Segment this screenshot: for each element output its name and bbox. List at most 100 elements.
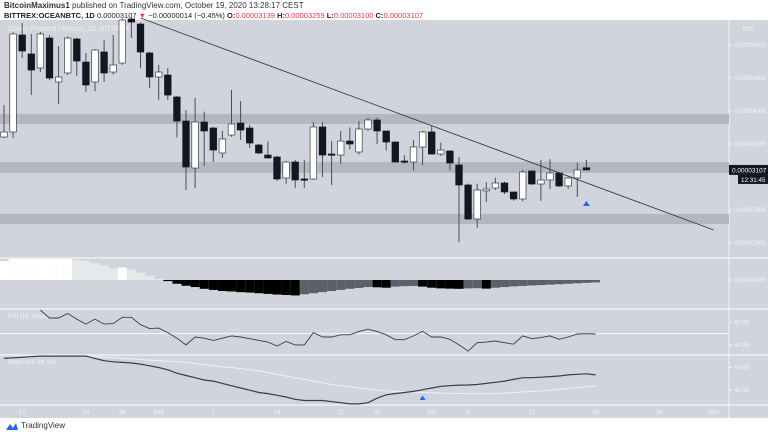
histogram-bar [545, 280, 555, 285]
candle-body [509, 191, 518, 200]
low-label: L: [326, 11, 334, 20]
publish-text: published on TradingView.com, October 19… [72, 1, 304, 10]
histogram-bar [172, 280, 182, 284]
histogram-bar [563, 280, 573, 284]
histogram-bar [227, 280, 237, 292]
histogram-bar [245, 280, 255, 293]
candle-body [118, 19, 126, 64]
open-value: 0.00003139 [235, 11, 275, 20]
histogram-bar [327, 280, 337, 292]
histogram-bar [163, 280, 173, 282]
histogram-tick-label: 0.00000000 [734, 278, 766, 284]
candle-body [364, 119, 372, 130]
last-price: 0.00003107 [96, 11, 137, 20]
countdown-badge [738, 174, 768, 184]
histogram-bar [363, 280, 373, 288]
open-label: O: [227, 11, 236, 20]
last-price-badge [729, 164, 768, 175]
time-tick-label: 12 [528, 410, 535, 416]
histogram-bar [8, 259, 18, 280]
histogram-bar [154, 278, 164, 280]
time-tick-label: Oct [427, 410, 437, 416]
candle [409, 140, 418, 171]
candle-body [100, 51, 108, 74]
candle-body [437, 149, 445, 155]
time-tick-label: 17 [19, 410, 26, 416]
candle-body [82, 61, 90, 86]
candle-body [54, 76, 63, 83]
candle-body [127, 18, 136, 23]
candle [155, 64, 163, 100]
support-resistance-zone [0, 213, 729, 224]
candle-body [264, 154, 272, 159]
candle-body [327, 153, 336, 156]
histogram-bar [472, 280, 482, 289]
candle [145, 51, 154, 89]
histogram-bar [490, 280, 500, 288]
rsi-tick-label: 40.00 [734, 343, 750, 349]
candle [519, 169, 527, 202]
candle [300, 159, 308, 189]
footer: TradingView [6, 421, 65, 430]
candle [82, 52, 90, 92]
publish-info: BitcoinMaximus1 published on TradingView… [4, 1, 304, 10]
rsi-line [40, 309, 596, 352]
support-resistance-zone [0, 162, 729, 173]
candle [9, 32, 17, 138]
candle [0, 104, 8, 138]
candle [491, 177, 500, 191]
candle-body [27, 53, 35, 71]
candle [246, 124, 254, 148]
candle [355, 120, 363, 155]
histogram-bar [63, 259, 73, 280]
author-name[interactable]: BitcoinMaximus1 [4, 1, 70, 10]
candle-body [428, 131, 436, 155]
candle [209, 126, 217, 162]
candle-body [582, 167, 591, 171]
candle-body [455, 164, 463, 186]
candle [91, 48, 99, 92]
candle [455, 157, 463, 243]
candle-body [273, 156, 281, 180]
candle [528, 170, 536, 185]
histogram-bar [145, 275, 155, 280]
candle-body [173, 96, 181, 122]
high-label: H: [277, 11, 285, 20]
low-value: 0.00003100 [333, 11, 374, 20]
trendline [140, 17, 714, 231]
histogram-bar [208, 280, 218, 290]
candle [373, 117, 381, 144]
candle [191, 97, 199, 189]
candle-body [346, 140, 354, 145]
histogram-bar [290, 280, 300, 296]
histogram-bar [536, 280, 546, 286]
histogram-bar [390, 280, 400, 287]
candle-body [573, 169, 581, 179]
candle-body [64, 37, 72, 74]
candle [546, 159, 554, 189]
candle-body [291, 161, 299, 181]
candle [564, 177, 572, 189]
footer-brand[interactable]: TradingView [21, 421, 66, 430]
candle-body [555, 172, 563, 187]
time-tick-label: 7 [212, 410, 216, 416]
candle [400, 155, 409, 164]
histogram-bar [518, 280, 528, 286]
histogram-bar [481, 280, 491, 289]
histogram-bar [272, 280, 282, 295]
candle [346, 127, 354, 150]
histogram-bar [299, 280, 309, 295]
histogram-bar [81, 261, 91, 280]
candle [509, 191, 518, 201]
symbol-label: BITTREX:OCEANBTC, 1D [4, 11, 95, 20]
histogram-bar [117, 267, 127, 280]
stoch-d-line [85, 355, 596, 395]
histogram-bar [463, 280, 473, 289]
candle [127, 17, 136, 39]
histogram-bar [136, 272, 146, 280]
candle [337, 130, 345, 164]
candle-body [382, 130, 390, 143]
histogram-bar [26, 259, 36, 280]
candle-body [418, 131, 427, 148]
